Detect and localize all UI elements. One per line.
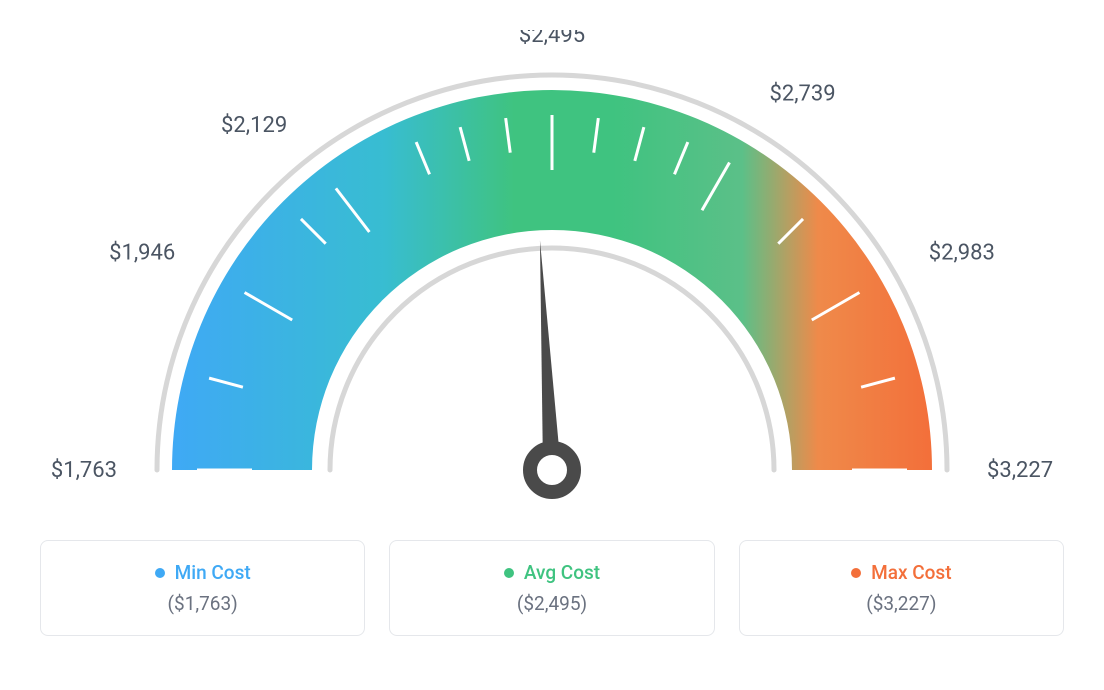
legend-avg-value: ($2,495) [517,592,587,615]
gauge-tick-label: $2,495 [519,30,585,48]
legend-min-value: ($1,763) [168,592,238,615]
gauge-tick-label: $2,129 [221,113,287,138]
dot-avg-icon [504,568,514,578]
gauge-tick-label: $1,763 [51,458,117,483]
gauge-svg: $1,763 $1,946 $2,129 $2,495 $2,739 $2,983 $3,2… [40,30,1064,510]
gauge-tick-label: $1,946 [109,241,175,266]
gauge-tick-label: $2,983 [929,241,995,266]
legend-card-max: Max Cost ($3,227) [739,540,1064,636]
gauge-tick-label: $2,739 [770,81,836,106]
dot-min-icon [155,568,165,578]
gauge-hub [530,448,574,492]
legend-min-title: Min Cost [175,561,251,584]
gauge-tick-label: $3,227 [987,458,1053,483]
legend-card-min: Min Cost ($1,763) [40,540,365,636]
legend-max-value: ($3,227) [866,592,936,615]
cost-gauge: $1,763 $1,946 $2,129 $2,495 $2,739 $2,983 $3,2… [40,30,1064,510]
legend-max-title: Max Cost [871,561,951,584]
legend-card-avg: Avg Cost ($2,495) [389,540,714,636]
dot-max-icon [851,568,861,578]
legend-avg-title: Avg Cost [524,561,600,584]
gauge-needle [540,240,561,470]
legend-row: Min Cost ($1,763) Avg Cost ($2,495) Max … [40,540,1064,636]
